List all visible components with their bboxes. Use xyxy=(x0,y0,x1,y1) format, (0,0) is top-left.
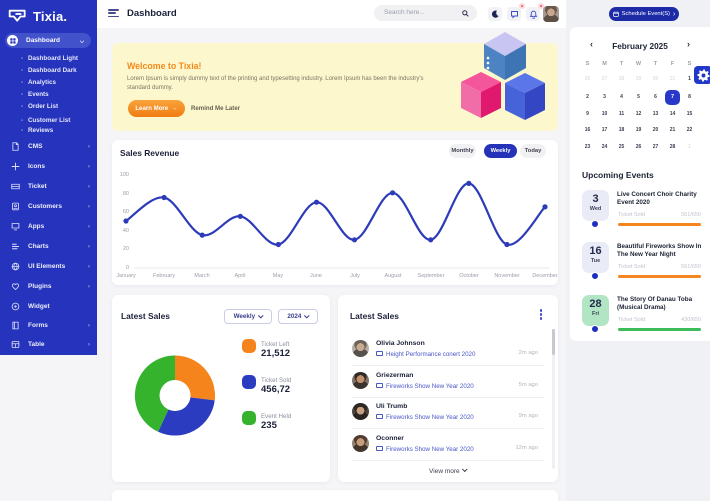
svg-text:June: June xyxy=(310,273,322,279)
svg-text:September: September xyxy=(418,273,445,279)
svg-text:60: 60 xyxy=(123,209,129,215)
svg-text:January: January xyxy=(116,273,136,279)
svg-text:40: 40 xyxy=(123,228,129,234)
svg-text:20: 20 xyxy=(123,246,129,252)
svg-text:August: August xyxy=(384,273,402,279)
svg-text:July: July xyxy=(350,273,360,279)
svg-text:80: 80 xyxy=(123,191,129,197)
svg-text:November: November xyxy=(494,273,520,279)
svg-text:100: 100 xyxy=(120,172,129,178)
svg-text:October: October xyxy=(459,273,479,279)
svg-text:April: April xyxy=(234,273,245,279)
svg-text:March: March xyxy=(194,273,209,279)
svg-text:May: May xyxy=(273,273,284,279)
svg-text:0: 0 xyxy=(126,265,129,271)
svg-text:December: December xyxy=(532,273,558,279)
svg-text:February: February xyxy=(153,273,175,279)
